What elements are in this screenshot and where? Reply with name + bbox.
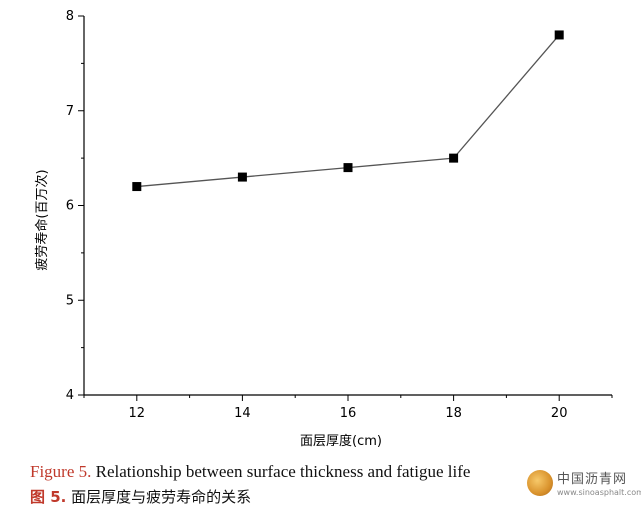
x-axis-label: 面层厚度(cm) xyxy=(300,433,382,449)
data-point xyxy=(237,172,247,182)
x-tick-label: 18 xyxy=(445,406,462,421)
y-axis-label: 疲劳寿命(百万次) xyxy=(34,169,50,270)
watermark-url: www.sinoasphalt.com xyxy=(557,488,641,497)
caption-text-chinese: 面层厚度与疲劳寿命的关系 xyxy=(66,488,252,506)
x-tick-label: 12 xyxy=(129,406,146,421)
caption-text-english: Relationship between surface thickness a… xyxy=(91,462,471,481)
figure-caption-chinese: 图 5. 面层厚度与疲劳寿命的关系 xyxy=(30,486,251,507)
chart-axes: 4 5 6 7 8 12 14 16 18 20 xyxy=(66,9,613,421)
chart-series xyxy=(132,30,564,192)
watermark-name: 中国沥青网 xyxy=(557,472,628,487)
data-point xyxy=(554,30,564,40)
data-point xyxy=(132,182,142,192)
y-tick-label: 6 xyxy=(66,199,74,214)
data-point xyxy=(449,153,459,163)
y-tick-label: 8 xyxy=(66,9,74,24)
y-tick-label: 7 xyxy=(66,104,74,119)
x-tick-label: 14 xyxy=(234,406,251,421)
figure-number-chinese: 图 5. xyxy=(30,488,67,506)
x-tick-label: 16 xyxy=(340,406,357,421)
site-watermark: 中国沥青网 www.sinoasphalt.com xyxy=(527,466,641,506)
figure-number-english: Figure 5. xyxy=(30,462,92,481)
asphalt-logo-icon xyxy=(527,470,553,496)
data-point xyxy=(343,163,353,173)
y-tick-label: 5 xyxy=(66,293,74,308)
x-tick-label: 20 xyxy=(551,406,568,421)
line-chart: 4 5 6 7 8 12 14 16 18 20 面层厚度(cm) 疲劳寿命(百万次) xyxy=(34,9,613,449)
figure-caption-english: Figure 5. Relationship between surface t… xyxy=(30,462,470,482)
y-tick-label: 4 xyxy=(66,388,74,403)
